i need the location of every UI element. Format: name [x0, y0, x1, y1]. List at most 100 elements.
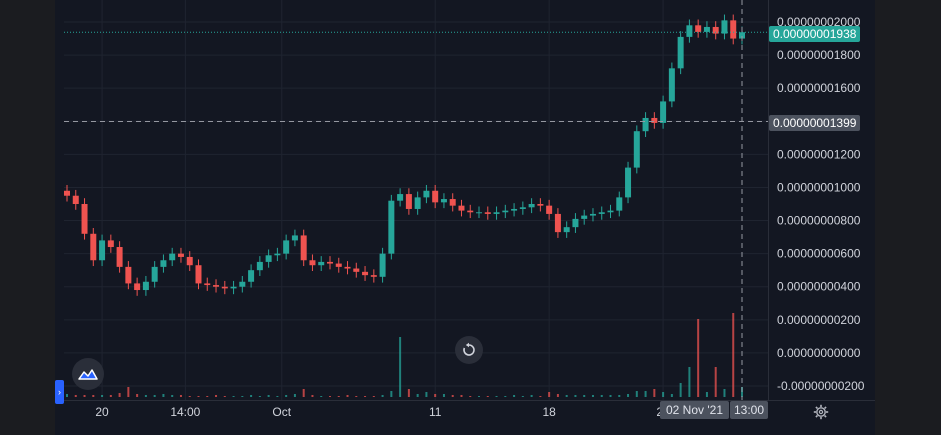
volume-bar [723, 389, 726, 397]
candle-body [186, 256, 193, 266]
reset-chart-icon [463, 342, 475, 356]
candle-body [230, 286, 237, 289]
volume-bar [188, 396, 191, 397]
candle-body [449, 199, 456, 206]
volume-bar [74, 395, 77, 397]
candle-body [686, 25, 693, 37]
candle-body [423, 190, 430, 198]
volume-bar [732, 313, 735, 397]
candle-body [405, 194, 412, 209]
candle-body [177, 253, 184, 257]
candle-body [484, 212, 491, 214]
volume-bar [355, 396, 358, 397]
candle-body [283, 240, 290, 254]
chart-settings-button[interactable] [810, 401, 832, 423]
reset-chart-button[interactable] [455, 336, 483, 364]
tradingview-logo-button[interactable] [72, 358, 104, 390]
candle-body [651, 117, 658, 123]
candle-body [589, 213, 596, 216]
x-tick-label: Oct [272, 405, 291, 419]
y-tick-label: -0.00000000200 [777, 379, 865, 393]
candle-body [572, 218, 579, 228]
candle-body [695, 25, 702, 32]
candle-body [397, 194, 404, 201]
volume-bar [478, 396, 481, 397]
crosshair-date-label: 02 Nov '21 [660, 401, 729, 419]
volume-bar [153, 395, 156, 397]
candle-body [90, 233, 97, 261]
volume-bar [311, 395, 314, 397]
volume-bar [241, 396, 244, 397]
volume-bar [600, 395, 603, 397]
candle-body [344, 266, 351, 269]
candle-body [169, 253, 176, 261]
candle-body [668, 68, 675, 102]
volume-bar [565, 395, 568, 397]
volume-bar [66, 394, 68, 397]
candle-body [309, 260, 316, 266]
candle-body [134, 283, 141, 291]
candle-body [370, 275, 377, 277]
candle-body [151, 266, 158, 282]
volume-bar [118, 393, 121, 397]
volume-bar [591, 395, 594, 397]
y-tick-label: 0.00000000600 [777, 247, 861, 261]
volume-bar [442, 394, 445, 397]
candle-body [660, 101, 667, 123]
candle-body [64, 190, 70, 196]
volume-bar [337, 396, 340, 397]
volume-bar [276, 396, 279, 397]
volume-bar [267, 395, 270, 397]
tradingview-logo-icon [78, 369, 98, 380]
volume-bar [372, 396, 375, 397]
volume-bar [416, 394, 419, 397]
candle-body [616, 197, 623, 211]
volume-bar [364, 396, 367, 397]
candle-body [326, 261, 333, 264]
y-tick-label: 0.00000000800 [777, 214, 861, 228]
volume-bar [504, 396, 507, 397]
gear-icon [813, 404, 829, 420]
candle-body [125, 266, 132, 284]
volume-bar [469, 396, 472, 397]
volume-bar [513, 395, 516, 397]
volume-bar [215, 395, 218, 397]
volume-bar [109, 395, 112, 397]
volume-bar [127, 387, 130, 397]
volume-bar [223, 396, 226, 397]
volume-bar [162, 394, 165, 397]
volume-bar [495, 396, 498, 397]
y-tick-label: 0.00000000000 [777, 346, 861, 360]
volume-bar [285, 395, 288, 397]
volume-bar [258, 396, 261, 397]
candle-body [248, 270, 255, 282]
volume-bar [697, 319, 700, 397]
candle-body [213, 285, 220, 287]
volume-bar [144, 395, 147, 397]
candle-body [432, 190, 439, 203]
candle-body [300, 235, 307, 261]
candle-body [204, 283, 211, 286]
volume-bar [705, 392, 708, 397]
candle-body [335, 263, 342, 267]
volume-bar [486, 396, 489, 397]
candle-body [476, 212, 483, 214]
last-price-label: 0.00000001938 [769, 26, 861, 42]
candle-body [379, 253, 386, 277]
scroll-handle[interactable]: › [55, 380, 64, 404]
candle-body [142, 281, 149, 291]
candle-body [528, 204, 535, 208]
y-axis-labels: 0.00000002000 0.00000001800 0.00000001600 0… [777, 15, 865, 393]
volume-bar [679, 383, 682, 397]
candle-body [546, 205, 553, 214]
candle-body [195, 265, 202, 284]
candle-body [221, 286, 228, 289]
candle-body [493, 212, 500, 214]
y-tick-label: 0.00000000200 [777, 313, 861, 327]
candle-body [160, 260, 167, 267]
volume-bar [662, 392, 665, 397]
volume-bar [328, 396, 331, 397]
candle-body [633, 131, 640, 168]
volume-bar [399, 337, 402, 397]
